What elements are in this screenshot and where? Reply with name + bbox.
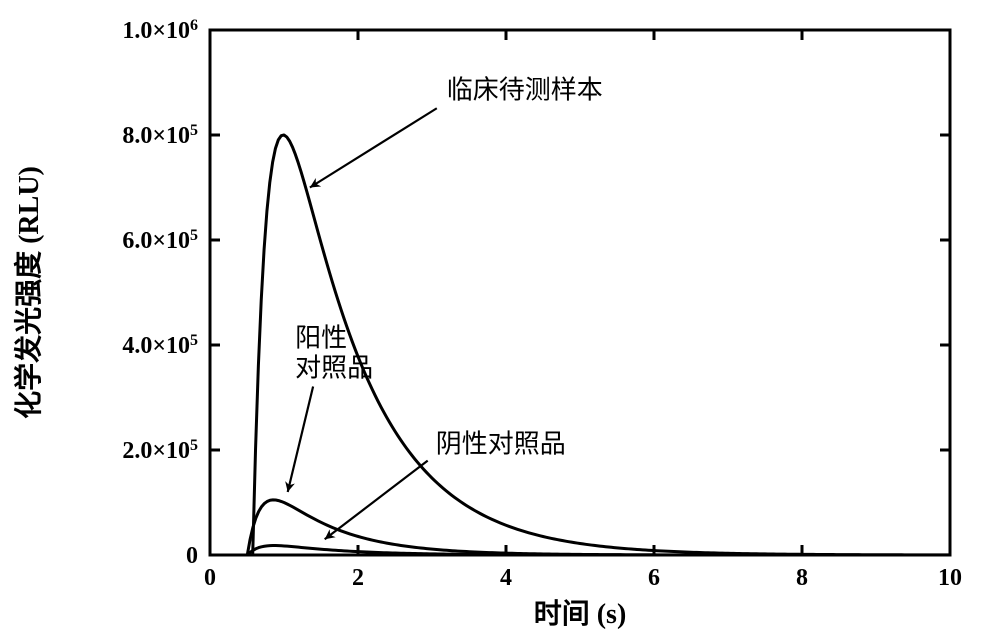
annotation-clinical-label: 临床待测样本 <box>447 75 603 104</box>
y-tick-label: 0 <box>186 543 198 569</box>
chart-container: 0 2 4 6 8 10 0 2.0×105 4.0×105 6.0×105 8.0×105 1.0×… <box>0 0 1000 640</box>
x-tick-label: 6 <box>648 565 660 591</box>
x-tick-label: 0 <box>204 565 216 591</box>
x-tick-label: 4 <box>500 565 512 591</box>
x-tick-label: 10 <box>938 565 962 591</box>
annotation-positive-label-1: 阳性 <box>295 324 347 353</box>
annotation-clinical-arrow <box>310 108 437 187</box>
annotation-positive-arrow <box>288 387 313 493</box>
annotation-negative-label: 阴性对照品 <box>436 430 566 459</box>
curve-positive-control <box>210 500 950 555</box>
x-tick-label: 2 <box>352 565 364 591</box>
y-axis-label: 化学发光强度 (RLU) <box>12 166 45 419</box>
chart-svg: 0 2 4 6 8 10 0 2.0×105 4.0×105 6.0×105 8.0×105 1.0×… <box>0 0 1000 640</box>
y-tick-label: 4.0×105 <box>122 332 198 360</box>
y-tick-label: 8.0×105 <box>122 122 198 150</box>
annotation-negative-arrow <box>325 461 428 540</box>
y-tick-label: 1.0×106 <box>122 17 198 45</box>
y-tick-label: 2.0×105 <box>122 437 198 465</box>
annotation-positive-label-2: 对照品 <box>295 354 373 383</box>
y-tick-label: 6.0×105 <box>122 227 198 255</box>
x-tick-label: 8 <box>796 565 808 591</box>
x-axis-label: 时间 (s) <box>534 598 627 630</box>
